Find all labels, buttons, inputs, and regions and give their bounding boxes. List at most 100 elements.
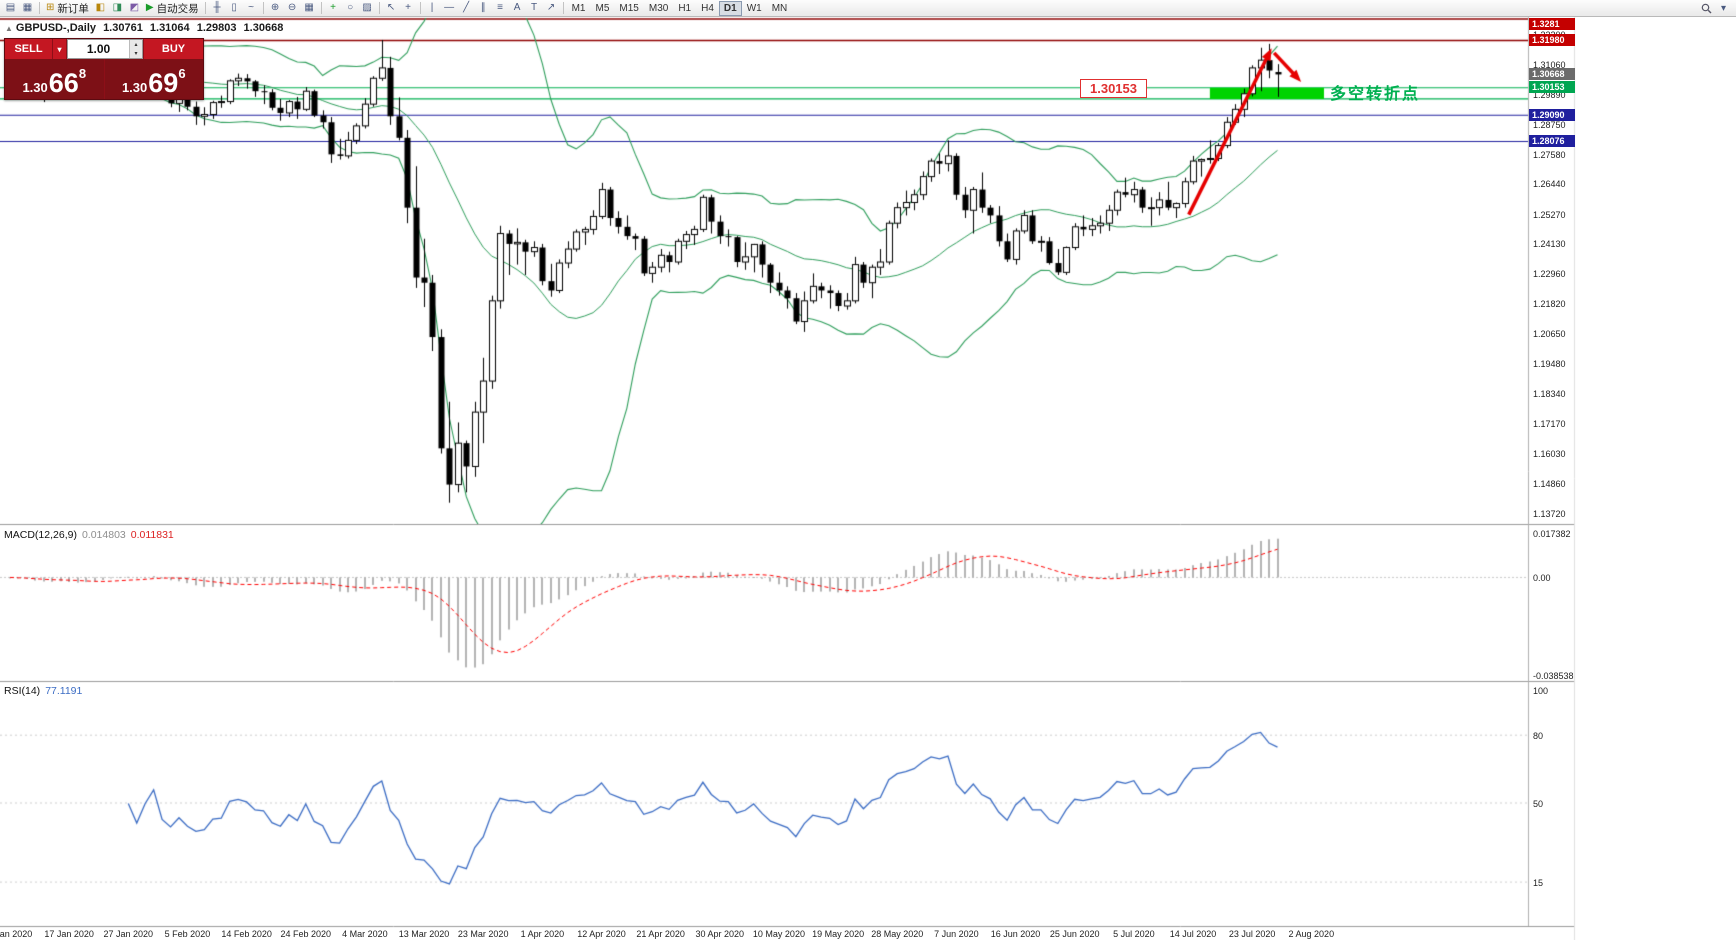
volume-input[interactable] bbox=[68, 40, 129, 58]
toolbar-separator bbox=[262, 2, 264, 14]
trendline-button[interactable]: ╱ bbox=[458, 1, 475, 16]
navigator-button[interactable]: ◩ bbox=[126, 1, 143, 16]
vertical-line-icon: | bbox=[430, 2, 434, 13]
text-label-button[interactable]: T bbox=[526, 1, 543, 16]
zoom-in-button[interactable]: ⊕ bbox=[267, 1, 284, 16]
line-chart-button[interactable]: ~ bbox=[243, 1, 260, 16]
autotrading-button-label: 自动交易 bbox=[156, 2, 199, 15]
text-button[interactable]: A bbox=[509, 1, 526, 16]
price-axis-tick: 1.24130 bbox=[1533, 239, 1566, 250]
price-callout-label: 1.30153 bbox=[1080, 79, 1147, 98]
data-window-icon: ◨ bbox=[112, 2, 123, 13]
volume-field: ▴ ▾ bbox=[67, 39, 143, 59]
macd-signal-value: 0.011831 bbox=[130, 529, 174, 541]
price-axis-tick: 1.16030 bbox=[1533, 448, 1566, 459]
main-toolbar: ▤ ▦ ⊞ 新订单 ◧ ◨ ◩ ▶ 自动交易 ╫ ▯ ~ ⊕ ⊖ ▦ + ○ ▨ ↖ + | ― ╱ ∥ ≡ A T ↗ M1 M5 M15… bbox=[0, 0, 1736, 17]
chevron-down-icon: ▾ bbox=[57, 44, 62, 54]
buy-button[interactable]: BUY bbox=[143, 39, 203, 59]
one-click-collapse-icon[interactable]: ▲ bbox=[5, 24, 13, 33]
price-axis-tick: 1.14860 bbox=[1533, 479, 1566, 490]
time-axis-label: 1 Apr 2020 bbox=[520, 929, 565, 939]
timeframe-m1-button[interactable]: M1 bbox=[567, 1, 591, 16]
periods-icon: ○ bbox=[347, 2, 354, 13]
macd-indicator-header: MACD(12,26,9) 0.014803 0.011831 bbox=[4, 529, 174, 541]
timeframe-d1-button[interactable]: D1 bbox=[718, 0, 742, 16]
toolbar-separator bbox=[419, 2, 421, 14]
templates-icon: ▨ bbox=[362, 2, 372, 13]
timeframe-m30-button[interactable]: M30 bbox=[644, 1, 673, 16]
cursor-button[interactable]: ↖ bbox=[383, 1, 400, 16]
volume-up-button[interactable]: ▴ bbox=[130, 40, 142, 49]
buy-price-big: 69 bbox=[148, 68, 179, 98]
data-window-button[interactable]: ◨ bbox=[109, 1, 126, 16]
timeframe-w1-button[interactable]: W1 bbox=[742, 1, 767, 16]
autotrading-button[interactable]: ▶ 自动交易 bbox=[143, 1, 202, 16]
ohlc-high: 1.31064 bbox=[149, 22, 190, 34]
new-order-button[interactable]: ⊞ 新订单 bbox=[43, 1, 92, 16]
new-chart-button[interactable]: ▤ bbox=[2, 1, 19, 16]
chart-symbol-period: GBPUSD-,Daily bbox=[15, 22, 96, 34]
horizontal-line-button[interactable]: ― bbox=[441, 1, 458, 16]
time-axis[interactable]: 8 Jan 2020 17 Jan 2020 27 Jan 2020 5 Feb 20… bbox=[0, 927, 1530, 940]
indicators-icon: + bbox=[330, 2, 337, 13]
time-axis-label: 4 Mar 2020 bbox=[342, 929, 388, 939]
toolbar-separator bbox=[320, 2, 322, 14]
vertical-line-button[interactable]: | bbox=[424, 1, 441, 16]
sell-price[interactable]: 1.30 66 8 bbox=[5, 59, 105, 99]
toolbar-separator bbox=[204, 2, 206, 14]
timeframe-h4-button[interactable]: H4 bbox=[696, 1, 719, 16]
profiles-button[interactable]: ▦ bbox=[19, 1, 36, 16]
time-axis-label: 24 Feb 2020 bbox=[280, 929, 332, 939]
toolbars-menu-button[interactable]: ▾ bbox=[1715, 1, 1732, 16]
price-marker-current: 1.30668 bbox=[1529, 67, 1575, 80]
price-axis[interactable]: 1.322001.310601.298901.287501.275801.264… bbox=[1528, 17, 1598, 927]
bar-chart-button[interactable]: ╫ bbox=[209, 1, 226, 16]
bar-chart-icon: ╫ bbox=[213, 2, 221, 13]
time-axis-label: 19 May 2020 bbox=[812, 929, 865, 939]
price-axis-tick: 1.20650 bbox=[1533, 329, 1566, 340]
time-axis-label: 23 Jul 2020 bbox=[1228, 929, 1276, 939]
rsi-indicator-header: RSI(14) 77.1191 bbox=[4, 685, 82, 697]
spin-up-icon: ▴ bbox=[134, 41, 138, 48]
toolbar-separator bbox=[562, 2, 564, 14]
indicators-button[interactable]: + bbox=[325, 1, 342, 16]
autotrading-icon: ▶ bbox=[145, 2, 154, 13]
new-order-icon: ⊞ bbox=[46, 2, 55, 13]
sell-price-head: 1.30 bbox=[22, 80, 48, 95]
price-axis-tick: 1.28750 bbox=[1533, 119, 1566, 130]
time-axis-label: 5 Feb 2020 bbox=[164, 929, 211, 939]
channel-button[interactable]: ∥ bbox=[475, 1, 492, 16]
cursor-icon: ↖ bbox=[386, 2, 396, 13]
arrows-icon: ↗ bbox=[546, 2, 556, 13]
zoom-out-button[interactable]: ⊖ bbox=[284, 1, 301, 16]
sell-button[interactable]: SELL bbox=[5, 39, 53, 59]
price-axis-tick: 1.25270 bbox=[1533, 209, 1566, 220]
price-axis-tick: 1.27580 bbox=[1533, 149, 1566, 160]
timeframe-m5-button[interactable]: M5 bbox=[591, 1, 615, 16]
one-click-price-row: 1.30 66 8 1.30 69 6 bbox=[5, 59, 203, 99]
macd-title: MACD(12,26,9) bbox=[4, 529, 77, 541]
market-watch-button[interactable]: ◧ bbox=[92, 1, 109, 16]
price-axis-tick: 1.18340 bbox=[1533, 388, 1566, 399]
templates-button[interactable]: ▨ bbox=[359, 1, 376, 16]
candlestick-chart-button[interactable]: ▯ bbox=[226, 1, 243, 16]
one-click-trading-panel: SELL ▾ ▴ ▾ BUY 1.30 66 8 1.30 69 6 bbox=[4, 38, 204, 100]
one-click-menu-button[interactable]: ▾ bbox=[53, 39, 67, 59]
periods-button[interactable]: ○ bbox=[342, 1, 359, 16]
price-axis-tick: 1.29890 bbox=[1533, 90, 1566, 101]
tile-windows-button[interactable]: ▦ bbox=[301, 1, 318, 16]
chart-ohlc-header: ▲ GBPUSD-,Daily 1.30761 1.31064 1.29803 1… bbox=[5, 22, 287, 34]
buy-price[interactable]: 1.30 69 6 bbox=[105, 59, 204, 99]
volume-down-button[interactable]: ▾ bbox=[130, 49, 142, 58]
arrows-button[interactable]: ↗ bbox=[543, 1, 560, 16]
text-icon: A bbox=[513, 2, 521, 13]
crosshair-button[interactable]: + bbox=[400, 1, 417, 16]
fibonacci-button[interactable]: ≡ bbox=[492, 1, 509, 16]
search-button[interactable] bbox=[1698, 1, 1715, 16]
time-axis-label: 10 May 2020 bbox=[752, 929, 805, 939]
timeframe-h1-button[interactable]: H1 bbox=[673, 1, 696, 16]
macd-axis-label: 0.017382 bbox=[1533, 528, 1571, 539]
timeframe-m15-button[interactable]: M15 bbox=[614, 1, 643, 16]
timeframe-mn-button[interactable]: MN bbox=[767, 1, 793, 16]
